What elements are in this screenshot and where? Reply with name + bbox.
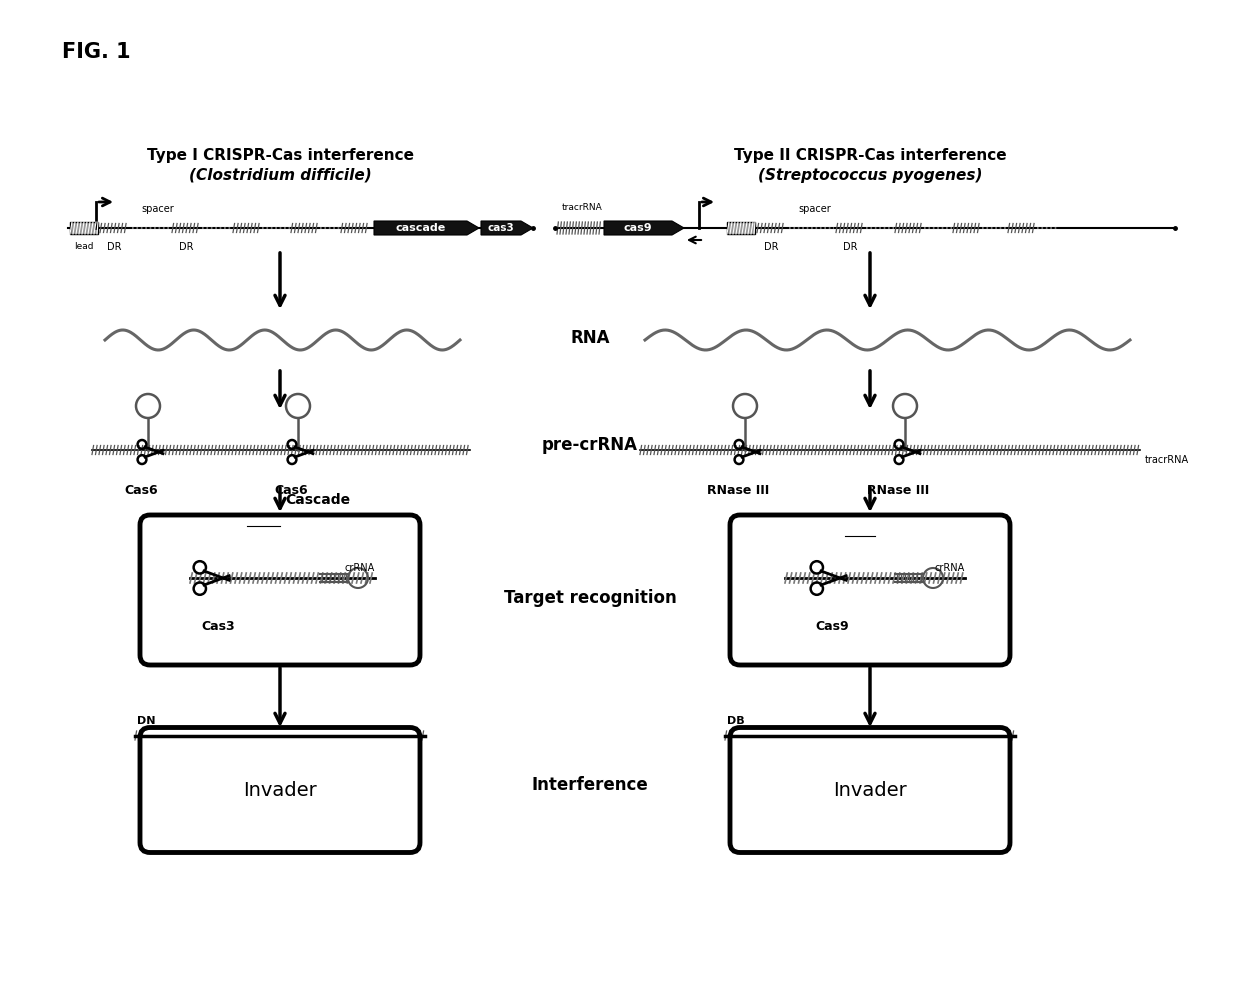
FancyBboxPatch shape [730,728,1011,853]
Text: PAM sequences: PAM sequences [877,531,952,541]
Text: DR: DR [843,242,857,252]
Text: Invader: Invader [833,780,906,799]
Bar [727,222,755,234]
Text: RNA: RNA [570,329,610,347]
Text: cascade: cascade [396,223,445,233]
Text: spacer: spacer [799,204,831,214]
Text: AGG: AGG [820,517,835,526]
FancyArrow shape [481,221,533,235]
Text: tracrRNA: tracrRNA [1145,455,1189,465]
Text: RNase III: RNase III [867,484,929,497]
Text: GGG: GGG [820,535,835,545]
Text: CGG: CGG [820,526,835,535]
FancyBboxPatch shape [140,515,420,665]
Text: CCA: CCA [224,517,241,526]
FancyBboxPatch shape [730,515,1011,665]
Text: Invader: Invader [243,780,317,799]
Text: cas9: cas9 [624,223,652,233]
Text: DR: DR [107,242,122,252]
Text: Type II CRISPR-Cas interference: Type II CRISPR-Cas interference [734,147,1007,162]
Text: FIG. 1: FIG. 1 [62,42,130,62]
Text: crRNA: crRNA [345,563,374,573]
Text: (Clostridium difficile): (Clostridium difficile) [188,167,371,183]
FancyBboxPatch shape [140,728,420,853]
Text: PAM: PAM [805,535,826,545]
Text: Interference: Interference [532,776,649,794]
Text: tracrRNA: tracrRNA [562,203,603,212]
Text: crRNA: crRNA [935,563,965,573]
Text: Cascade: Cascade [285,493,350,507]
Text: DR: DR [179,242,193,252]
Text: TGG: TGG [820,545,835,554]
Text: Cas3: Cas3 [201,620,234,633]
Text: lead: lead [74,242,94,251]
Text: PAM: PAM [192,533,212,543]
Text: DN: DN [136,715,155,726]
Text: PAM sequences: PAM sequences [281,521,358,531]
Text: Type I CRISPR-Cas interference: Type I CRISPR-Cas interference [146,147,413,162]
Text: Cas6: Cas6 [274,484,308,497]
Bar [69,222,98,234]
FancyArrow shape [604,221,684,235]
Text: Cas6: Cas6 [124,484,157,497]
Text: cas3: cas3 [487,223,515,233]
Text: spacer: spacer [141,204,175,214]
Text: Cas9: Cas9 [815,620,849,633]
FancyArrow shape [374,221,479,235]
Text: RNase III: RNase III [707,484,769,497]
Text: DB: DB [727,715,745,726]
Text: pre-crRNA: pre-crRNA [542,436,639,454]
Text: (Streptococcus pyogenes): (Streptococcus pyogenes) [758,167,982,183]
Text: Target recognition: Target recognition [503,589,676,607]
Text: DR: DR [764,242,779,252]
Text: CCT: CCT [224,526,241,535]
